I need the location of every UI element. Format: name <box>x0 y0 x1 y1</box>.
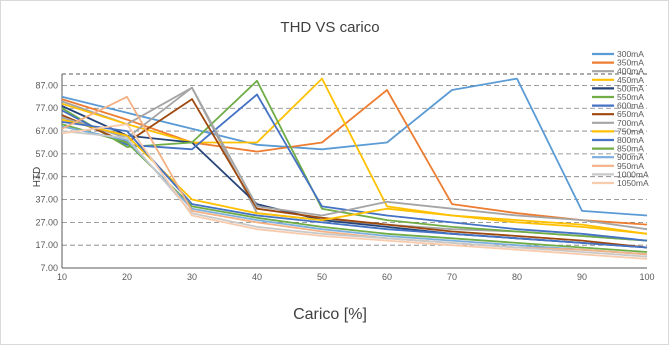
legend-label-300mA: 300mA <box>617 49 644 59</box>
legend-label-400mA: 400mA <box>617 66 644 76</box>
legend-label-1050mA: 1050mA <box>617 178 649 188</box>
series-line-700mA <box>61 86 648 231</box>
legend-label-700mA: 700mA <box>617 118 644 128</box>
series-line-800mA <box>61 121 648 249</box>
legend-label-1000mA: 1000mA <box>617 169 649 179</box>
legend-label-600mA: 600mA <box>617 101 644 111</box>
x-tick-label: 90 <box>577 272 587 282</box>
legend: 300mA350mA400mA450mA500mA550mA600mA650mA… <box>592 49 649 188</box>
legend-label-900mA: 900mA <box>617 152 644 162</box>
legend-label-500mA: 500mA <box>617 83 644 93</box>
legend-label-750mA: 750mA <box>617 126 644 136</box>
series-lines <box>61 77 648 260</box>
series-line-350mA <box>61 89 648 226</box>
y-tick-label: 7.00 <box>40 263 58 273</box>
chart-title: THD VS carico <box>280 19 379 36</box>
series-line-450mA <box>61 77 648 235</box>
y-tick-label: 47.00 <box>35 172 58 182</box>
legend-label-650mA: 650mA <box>617 109 644 119</box>
x-axis-label: Carico [%] <box>293 306 367 323</box>
y-axis-ticks: 7.00 17.00 27.00 37.00 47.00 57.00 67.00 77.00 8… <box>35 80 58 273</box>
series-line-950mA <box>61 95 648 256</box>
legend-label-450mA: 450mA <box>617 75 644 85</box>
y-tick-label: 57.00 <box>35 149 58 159</box>
series-line-1000mA <box>61 130 648 258</box>
y-tick-label: 77.00 <box>35 103 58 113</box>
x-tick-label: 40 <box>252 272 262 282</box>
y-tick-label: 37.00 <box>35 195 58 205</box>
series-line-600mA <box>61 93 648 242</box>
x-tick-label: 20 <box>122 272 132 282</box>
y-tick-label: 27.00 <box>35 217 58 227</box>
series-line-650mA <box>61 98 648 249</box>
y-axis-label: HTD <box>32 167 43 188</box>
series-line-1050mA <box>61 123 648 260</box>
y-tick-label: 67.00 <box>35 126 58 136</box>
x-tick-label: 30 <box>187 272 197 282</box>
x-tick-label: 100 <box>639 272 654 282</box>
x-axis-ticks: 10 20 30 40 50 60 70 80 90 100 <box>57 272 655 282</box>
legend-label-550mA: 550mA <box>617 92 644 102</box>
series-line-550mA <box>61 79 648 242</box>
x-tick-label: 60 <box>382 272 392 282</box>
legend-label-950mA: 950mA <box>617 161 644 171</box>
legend-label-350mA: 350mA <box>617 58 644 68</box>
y-tick-label: 17.00 <box>35 240 58 250</box>
legend-label-850mA: 850mA <box>617 144 644 154</box>
x-tick-label: 50 <box>317 272 327 282</box>
x-tick-label: 80 <box>512 272 522 282</box>
x-tick-label: 70 <box>447 272 457 282</box>
y-tick-label: 87.00 <box>35 80 58 90</box>
legend-label-800mA: 800mA <box>617 135 644 145</box>
x-tick-label: 10 <box>57 272 67 282</box>
